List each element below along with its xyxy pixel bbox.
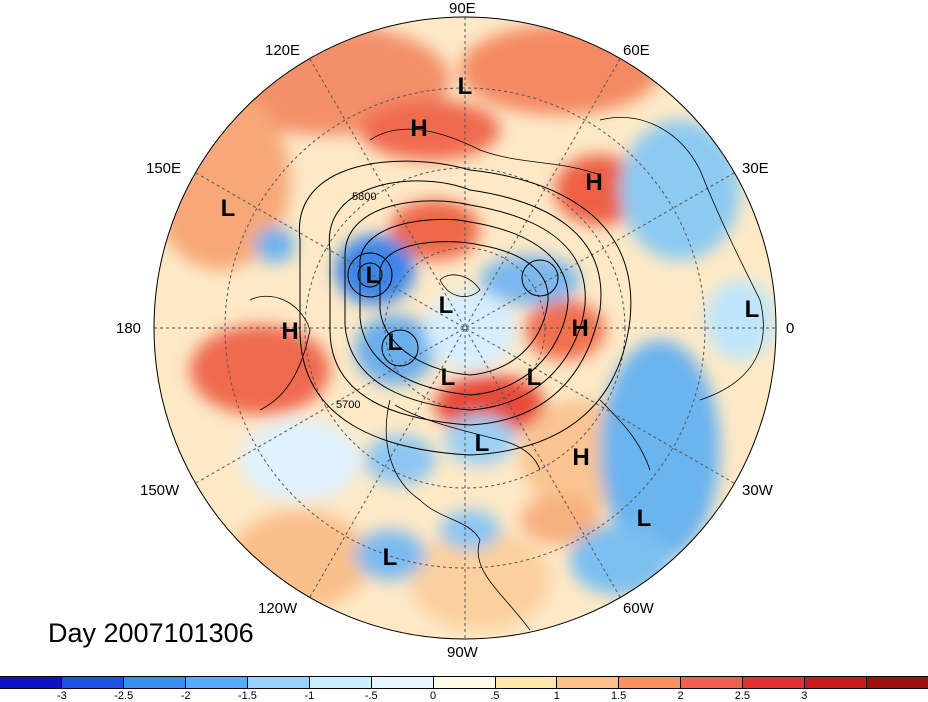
colorbar-tick-label: -2 xyxy=(180,690,191,702)
low-pressure-marker: L xyxy=(220,195,236,222)
lon-label-90w: 90W xyxy=(447,644,478,661)
lon-label-90e: 90E xyxy=(449,0,476,17)
high-pressure-marker: H xyxy=(585,169,603,196)
low-pressure-marker: L xyxy=(474,430,490,457)
low-pressure-marker: L xyxy=(636,505,652,532)
lon-label-120w: 120W xyxy=(258,600,298,617)
high-pressure-marker: H xyxy=(410,115,428,142)
low-pressure-marker: L xyxy=(382,544,398,571)
colorbar-segment xyxy=(805,677,868,688)
colorbar-segment xyxy=(61,677,124,688)
lon-label-120e: 120E xyxy=(265,42,301,59)
colorbar-tick-label: -1.5 xyxy=(237,690,257,702)
colorbar-segment xyxy=(557,677,620,688)
colorbar-segment xyxy=(309,677,372,688)
colorbar-segment xyxy=(247,677,310,688)
lon-label-60w: 60W xyxy=(623,600,654,617)
low-pressure-marker: L xyxy=(526,364,542,391)
lon-label-150w: 150W xyxy=(140,482,180,499)
contour-label-5700: 5700 xyxy=(336,399,360,411)
colorbar-tick-label: .5 xyxy=(490,690,500,702)
high-pressure-marker: H xyxy=(571,315,589,342)
lon-label-0: 0 xyxy=(786,320,795,337)
contour-label-5800: 5800 xyxy=(352,191,376,203)
colorbar-segment xyxy=(433,677,496,688)
colorbar-tick-label: 2 xyxy=(677,690,684,702)
lon-label-30e: 30E xyxy=(742,160,769,177)
colorbar-tick-label: -3 xyxy=(56,690,67,702)
colorbar-tick-label: 1 xyxy=(553,690,560,702)
low-pressure-marker: L xyxy=(387,329,403,356)
lon-label-150e: 150E xyxy=(146,160,182,177)
colorbar-segment xyxy=(743,677,806,688)
colorbar-tick-label: -.5 xyxy=(364,690,378,702)
colorbar-segment xyxy=(371,677,434,688)
colorbar-segment xyxy=(185,677,248,688)
low-pressure-marker: L xyxy=(440,364,456,391)
colorbar-segment xyxy=(867,677,928,688)
low-pressure-marker: L xyxy=(744,296,760,323)
high-pressure-marker: H xyxy=(281,318,299,345)
colorbar-segment xyxy=(0,677,62,688)
colorbar-tick-label: 0 xyxy=(430,690,437,702)
colorbar xyxy=(0,676,928,689)
colorbar-tick-label: -2.5 xyxy=(114,690,134,702)
colorbar-segment xyxy=(123,677,186,688)
colorbar-labels: -3 -2.5 -2 -1.5 -1 -.5 0 .5 1 1.5 2 2.5 3 xyxy=(0,690,928,702)
lon-label-180: 180 xyxy=(116,320,142,337)
low-pressure-marker: L xyxy=(438,292,454,319)
day-title: Day 2007101306 xyxy=(48,618,254,648)
colorbar-tick-label: 2.5 xyxy=(734,690,751,702)
colorbar-segment xyxy=(681,677,744,688)
lon-label-60e: 60E xyxy=(623,42,650,59)
low-pressure-marker: L xyxy=(365,262,381,289)
colorbar-tick-label: 1.5 xyxy=(611,690,627,702)
colorbar-tick-label: 3 xyxy=(801,690,808,702)
lon-label-30w: 30W xyxy=(742,482,773,499)
colorbar-segment xyxy=(495,677,558,688)
colorbar-segment xyxy=(619,677,682,688)
low-pressure-marker: L xyxy=(457,73,473,100)
high-pressure-marker: H xyxy=(572,444,590,471)
colorbar-tick-label: -1 xyxy=(304,690,315,702)
